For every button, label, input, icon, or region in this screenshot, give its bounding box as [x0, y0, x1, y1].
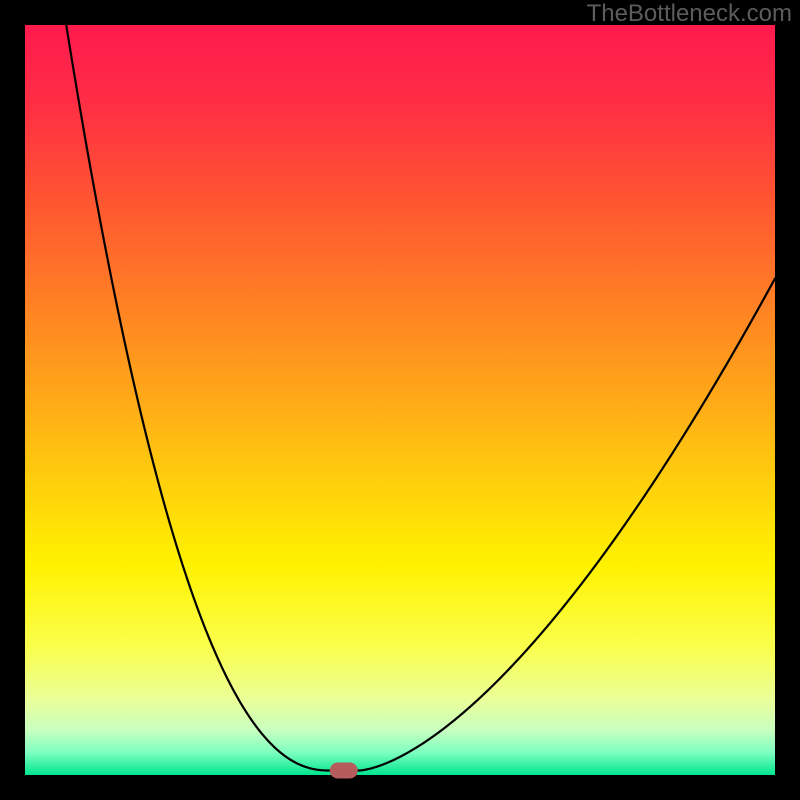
- chart-container: TheBottleneck.com: [0, 0, 800, 800]
- watermark-text: TheBottleneck.com: [587, 0, 792, 28]
- bottleneck-chart: [0, 0, 800, 800]
- optimum-marker: [330, 763, 358, 779]
